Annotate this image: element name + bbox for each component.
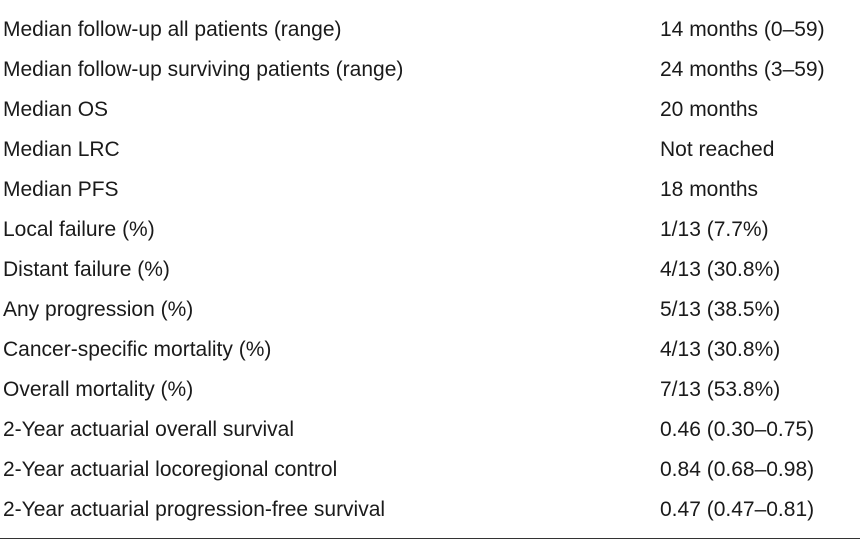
row-label: Any progression (%) [3,298,194,321]
row-value: 4/13 (30.8%) [660,258,781,281]
table-row: Median PFS 18 months [0,170,860,210]
table-row: Overall mortality (%) 7/13 (53.8%) [0,370,860,410]
table-row: Local failure (%) 1/13 (7.7%) [0,210,860,250]
row-label: Median PFS [3,178,119,201]
row-value: 4/13 (30.8%) [660,338,781,361]
row-label: 2-Year actuarial progression-free surviv… [3,498,386,521]
row-value: 0.47 (0.47–0.81) [660,498,815,521]
row-label: Overall mortality (%) [3,378,194,401]
table-row: Median follow-up all patients (range) 14… [0,10,860,50]
table-row: Median follow-up surviving patients (ran… [0,50,860,90]
row-label: Cancer-specific mortality (%) [3,338,272,361]
row-value: 18 months [660,178,759,201]
table-row: 2-Year actuarial overall survival 0.46 (… [0,410,860,450]
row-value: 1/13 (7.7%) [660,218,769,241]
table-bottom-rule [0,538,860,539]
row-label: 2-Year actuarial overall survival [3,418,295,441]
row-value: 0.46 (0.30–0.75) [660,418,815,441]
row-label: Median follow-up surviving patients (ran… [3,58,404,81]
row-value: Not reached [660,138,775,161]
row-label: Median LRC [3,138,120,161]
outcomes-table-body: Median follow-up all patients (range) 14… [0,10,860,530]
row-value: 14 months (0–59) [660,18,825,41]
table-row: 2-Year actuarial locoregional control 0.… [0,450,860,490]
table-row: Any progression (%) 5/13 (38.5%) [0,290,860,330]
row-value: 24 months (3–59) [660,58,825,81]
row-label: Local failure (%) [3,218,155,241]
row-label: Median OS [3,98,109,121]
row-label: Median follow-up all patients (range) [3,18,342,41]
table-row: 2-Year actuarial progression-free surviv… [0,490,860,530]
outcomes-table: Median follow-up all patients (range) 14… [0,10,860,530]
table-row: Distant failure (%) 4/13 (30.8%) [0,250,860,290]
row-value: 5/13 (38.5%) [660,298,781,321]
row-value: 7/13 (53.8%) [660,378,781,401]
table-row: Median OS 20 months [0,90,860,130]
table-row: Median LRC Not reached [0,130,860,170]
row-label: Distant failure (%) [3,258,170,281]
row-value: 20 months [660,98,759,121]
row-value: 0.84 (0.68–0.98) [660,458,815,481]
row-label: 2-Year actuarial locoregional control [3,458,338,481]
table-row: Cancer-specific mortality (%) 4/13 (30.8… [0,330,860,370]
